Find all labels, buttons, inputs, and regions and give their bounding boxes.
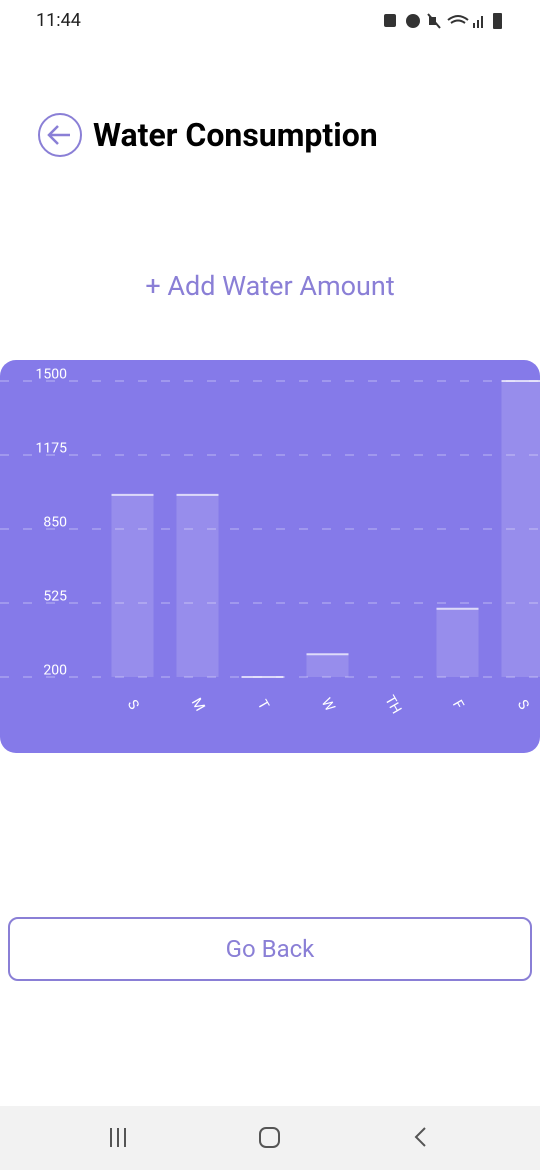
page-title: Water Consumption: [93, 116, 378, 154]
back-arrow-icon[interactable]: [37, 112, 83, 158]
nav-icons: [0, 1106, 540, 1170]
y-tick-label: 525: [43, 589, 67, 605]
x-tick-label: F: [449, 697, 467, 712]
status-icons: [380, 10, 510, 32]
bar: [437, 609, 479, 677]
bar: [177, 495, 219, 677]
x-tick-label: T: [254, 697, 272, 713]
y-tick-label: 1500: [36, 367, 68, 383]
bar: [307, 654, 349, 677]
x-tick-label: W: [318, 695, 338, 714]
x-tick-label: S: [514, 697, 532, 712]
x-tick-label: S: [124, 697, 142, 712]
x-tick-label: M: [188, 696, 208, 715]
nav-bar: [0, 1106, 540, 1170]
bar: [112, 495, 154, 677]
add-water-button[interactable]: + Add Water Amount: [0, 270, 540, 302]
go-back-button[interactable]: Go Back: [8, 917, 532, 981]
chart-card: 200 525 850 1175 1500 S M T W TH F S: [0, 360, 540, 753]
y-tick-label: 200: [43, 663, 67, 679]
y-tick-label: 850: [43, 515, 67, 531]
bar: [502, 381, 540, 677]
x-tick-label: TH: [381, 693, 404, 717]
y-tick-label: 1175: [36, 441, 68, 457]
clock: 11:44: [36, 10, 81, 31]
chart: 200 525 850 1175 1500 S M T W TH F S: [0, 360, 540, 753]
status-bar: 11:44: [0, 0, 540, 44]
